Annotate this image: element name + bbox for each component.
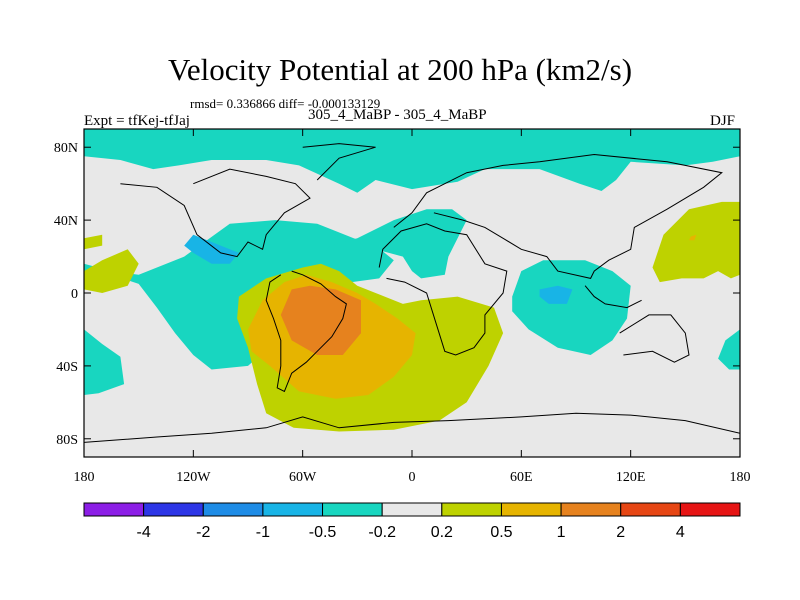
colorbar-box-5: [381, 502, 443, 517]
colorbar-box-8: [560, 502, 622, 517]
coastline-1: [265, 270, 347, 393]
colorbar-label-1: -2: [196, 524, 210, 541]
colorbar-box-1: [143, 502, 204, 517]
colorbar-box-7: [500, 502, 562, 517]
axis-layer: 180 120W 60W 0 60E 120E 180 80N 40N 0 40S 80S: [54, 129, 751, 485]
experiment-label: Expt = tfKej-tfJaj: [84, 113, 190, 129]
coastline-4: [393, 153, 723, 279]
x-tick-label-6: 180: [730, 470, 751, 485]
colorbar-label-3: -0.5: [309, 524, 337, 541]
contour-region-5: [718, 329, 740, 370]
x-tick-label-0: 180: [74, 470, 95, 485]
contour-region-3: [324, 209, 467, 279]
contour-region-11: [652, 201, 740, 283]
contour-region-14: [689, 234, 697, 241]
contour-region-6: [184, 234, 239, 264]
y-tick-label-2: 0: [71, 287, 78, 302]
colorbar: -4 -2 -1 -0.5 -0.2 0.2 0.5 1 2 4: [83, 502, 741, 541]
colorbar-label-7: 1: [557, 524, 566, 541]
x-tick-label-4: 60E: [510, 470, 533, 485]
colorbar-box-0: [83, 502, 145, 517]
colorbar-box-10: [679, 502, 741, 517]
map-plot-area: [84, 129, 740, 457]
x-tick-label-2: 60W: [289, 470, 317, 485]
contour-region-0: [84, 129, 740, 193]
colorbar-box-2: [202, 502, 264, 517]
coastline-layer: [84, 143, 740, 443]
coastline-3: [120, 168, 311, 258]
contour-region-2: [84, 329, 125, 395]
coastline-2: [378, 223, 508, 356]
colorbar-label-9: 4: [676, 524, 685, 541]
case-label: 305_4_MaBP - 305_4_MaBP: [308, 107, 487, 123]
contour-region-9: [84, 249, 139, 293]
colorbar-label-6: 0.5: [490, 524, 512, 541]
coastline-6: [302, 143, 376, 181]
coastline-7: [584, 285, 642, 309]
contour-region-7: [539, 285, 573, 304]
colorbar-label-4: -0.2: [368, 524, 396, 541]
x-tick-label-5: 120E: [616, 470, 646, 485]
coastline-5: [619, 314, 690, 363]
coastline-0: [84, 412, 740, 443]
colorbar-box-4: [322, 502, 383, 517]
colorbar-box-6: [441, 502, 502, 517]
y-tick-label-3: 40S: [56, 360, 78, 375]
y-tick-label-0: 80N: [54, 141, 78, 156]
colorbar-box-3: [262, 502, 324, 517]
colorbar-label-8: 2: [616, 524, 625, 541]
colorbar-label-5: 0.2: [431, 524, 453, 541]
x-tick-label-1: 120W: [176, 470, 211, 485]
contour-region-8: [84, 234, 103, 250]
chart-title: Velocity Potential at 200 hPa (km2/s): [167, 52, 633, 87]
stats-text: rmsd= 0.336866 diff= -0.000133129: [190, 96, 381, 111]
x-tick-label-3: 0: [409, 470, 416, 485]
season-label: DJF: [710, 113, 736, 129]
colorbar-box-9: [620, 502, 681, 517]
y-tick-label-4: 80S: [56, 433, 78, 448]
y-tick-label-1: 40N: [54, 214, 78, 229]
colorbar-label-0: -4: [137, 524, 151, 541]
contour-region-4: [512, 260, 631, 355]
colorbar-label-2: -1: [256, 524, 270, 541]
contour-region-13: [280, 285, 361, 355]
contour-region-1: [84, 220, 394, 370]
